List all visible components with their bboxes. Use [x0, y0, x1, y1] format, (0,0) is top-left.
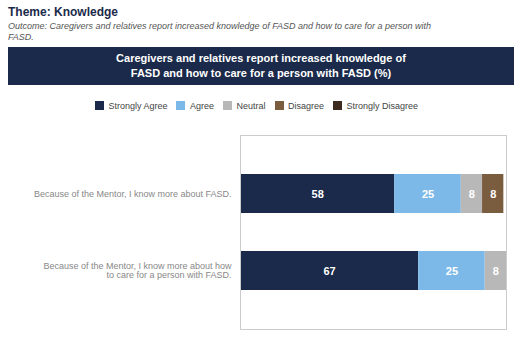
svg-text:Because of the Mentor, I know: Because of the Mentor, I know more about…	[43, 261, 232, 280]
html-text:Agree: Agree	[190, 100, 214, 111]
svg-text:8: 8	[490, 187, 496, 199]
svg-text:25: 25	[446, 264, 458, 276]
svg-text:58: 58	[312, 187, 324, 199]
svg-text:67: 67	[323, 264, 335, 276]
svg-text:8: 8	[493, 264, 499, 276]
html-text:FASD.: FASD.	[8, 32, 34, 42]
html-text:Caregivers and relatives repor: Caregivers and relatives report increase…	[116, 52, 406, 79]
html-text:Neutral: Neutral	[236, 100, 266, 111]
html-text:Strongly Agree: Strongly Agree	[108, 100, 168, 111]
html-text:Theme: Knowledge: Theme: Knowledge	[8, 5, 118, 19]
html-text:Disagree: Disagree	[288, 100, 324, 111]
svg-text:8: 8	[469, 187, 475, 199]
svg-text:25: 25	[422, 187, 434, 199]
html-text:Outcome: Caregivers and relati: Outcome: Caregivers and relatives report…	[8, 21, 431, 31]
html-text:Strongly Disagree: Strongly Disagree	[346, 100, 419, 111]
svg-text:Because of the Mentor, I know: Because of the Mentor, I know more about…	[34, 188, 232, 198]
